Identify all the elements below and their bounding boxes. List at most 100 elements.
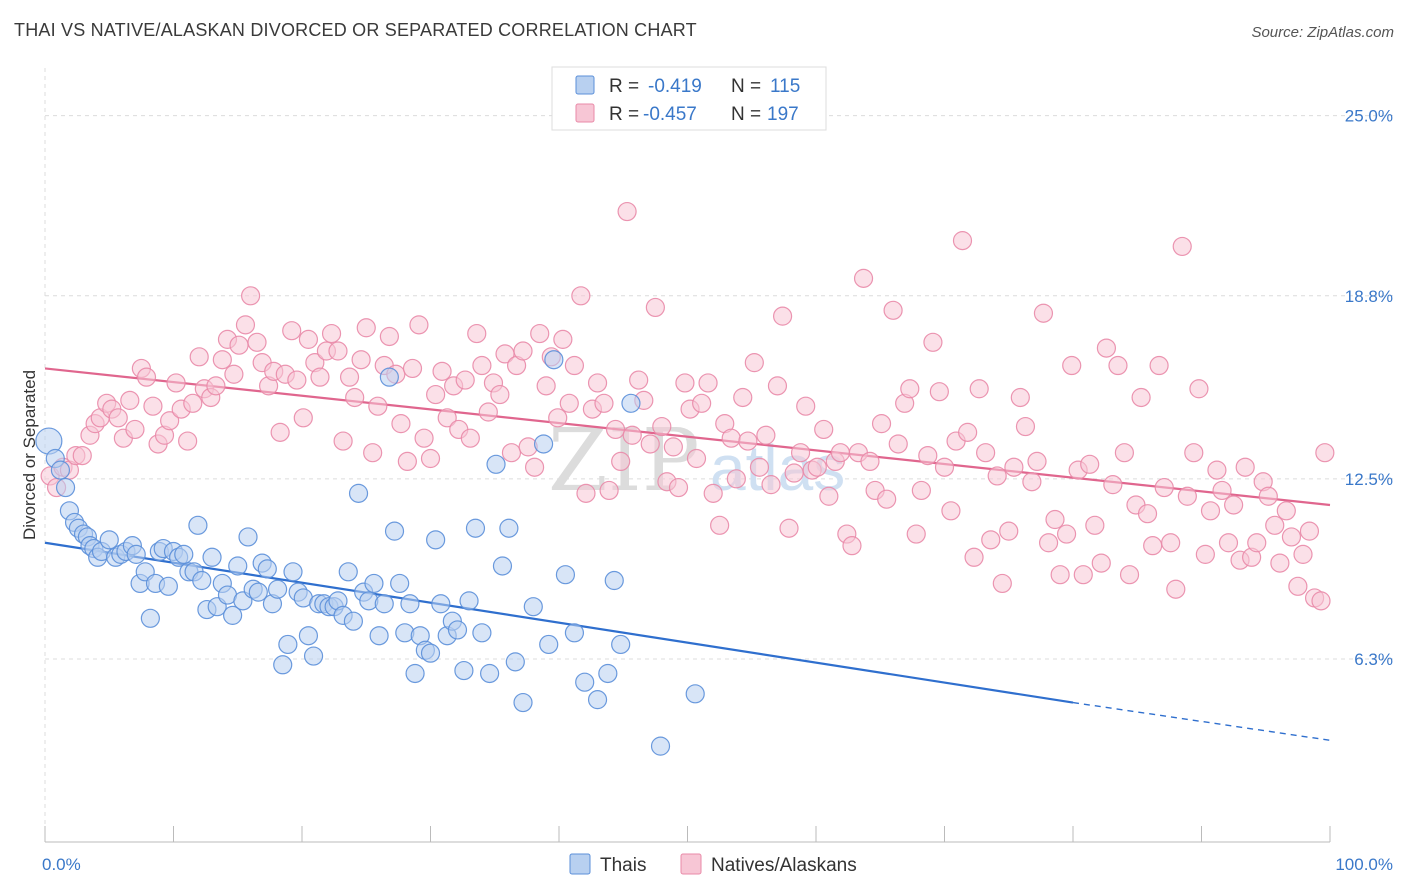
y-tick-label: 12.5% xyxy=(1345,470,1393,489)
natives-point xyxy=(807,457,827,477)
y-tick-label: 25.0% xyxy=(1345,107,1393,126)
natives-point xyxy=(877,489,897,509)
natives-point xyxy=(120,390,140,410)
natives-point xyxy=(270,422,290,442)
natives-point xyxy=(524,457,545,477)
natives-point xyxy=(976,443,996,463)
natives-point xyxy=(599,480,619,501)
natives-point xyxy=(842,536,862,556)
natives-point xyxy=(1085,515,1105,535)
natives-point xyxy=(918,445,938,466)
thais-point xyxy=(533,434,554,454)
thais-point xyxy=(390,573,410,594)
natives-point xyxy=(1154,477,1174,498)
natives-point xyxy=(587,373,608,393)
natives-point xyxy=(703,483,723,503)
thais-point xyxy=(480,663,500,684)
natives-point xyxy=(1177,486,1197,506)
x-tick-label-max: 100.0% xyxy=(1335,855,1393,874)
thais-point xyxy=(544,350,564,370)
thais-point xyxy=(420,643,441,663)
y-tick-label: 6.3% xyxy=(1354,650,1393,669)
legend-r-label: R = xyxy=(609,104,639,125)
natives-point xyxy=(490,384,510,405)
natives-point xyxy=(478,402,498,422)
natives-point xyxy=(559,393,579,413)
natives-point xyxy=(108,408,128,428)
natives-point xyxy=(1080,454,1100,474)
natives-point xyxy=(779,518,799,538)
y-tick-label: 18.8% xyxy=(1345,287,1393,306)
natives-point xyxy=(1258,486,1278,506)
natives-point xyxy=(1045,509,1065,530)
thais-point xyxy=(126,544,146,564)
natives-point xyxy=(298,329,319,349)
natives-point xyxy=(455,370,475,390)
thais-point xyxy=(298,626,319,646)
natives-point xyxy=(1091,553,1111,573)
natives-point xyxy=(166,373,186,393)
natives-point xyxy=(611,451,631,472)
natives-point xyxy=(576,483,596,503)
natives-point xyxy=(282,321,302,341)
thais-point xyxy=(465,518,486,538)
thais-point xyxy=(348,483,369,503)
thais-point xyxy=(273,655,293,675)
natives-point xyxy=(1212,480,1232,501)
data-points xyxy=(35,201,1335,756)
natives-point xyxy=(287,370,307,390)
natives-point xyxy=(790,443,811,463)
thais-point xyxy=(283,562,303,582)
natives-point xyxy=(333,431,353,451)
thais-point xyxy=(369,626,389,646)
legend-swatch-natives xyxy=(575,103,595,123)
natives-point xyxy=(339,367,360,387)
natives-point xyxy=(472,355,492,376)
thais-point xyxy=(174,544,194,564)
legend-r-label: R = xyxy=(609,76,639,97)
natives-point xyxy=(1062,355,1082,376)
natives-point xyxy=(1096,338,1117,358)
thais-point xyxy=(99,530,119,550)
natives-point xyxy=(784,463,804,483)
natives-point xyxy=(1172,236,1192,257)
natives-point xyxy=(992,573,1012,594)
natives-point xyxy=(1311,591,1331,611)
thais-point xyxy=(140,608,160,628)
natives-point xyxy=(1027,451,1047,472)
thais-point xyxy=(598,663,618,684)
thais-point xyxy=(539,634,559,655)
thais-point xyxy=(447,620,468,640)
natives-point xyxy=(1143,536,1163,556)
thais-point xyxy=(188,515,208,535)
natives-point xyxy=(645,297,665,318)
thais-point xyxy=(228,556,248,576)
natives-point xyxy=(1161,533,1181,553)
thais-trend-extension xyxy=(1072,701,1331,742)
thais-point xyxy=(472,623,492,643)
natives-point xyxy=(906,524,926,544)
thais-point xyxy=(459,591,479,611)
legend-swatch-thais xyxy=(569,853,591,875)
legend-label-thais: Thais xyxy=(600,855,646,876)
natives-point xyxy=(652,416,672,437)
natives-point xyxy=(663,437,683,457)
natives-point xyxy=(1247,533,1267,553)
thais-point xyxy=(523,597,543,617)
natives-point xyxy=(958,422,978,442)
natives-point xyxy=(733,387,753,408)
natives-point xyxy=(548,408,568,428)
natives-point xyxy=(536,376,556,396)
thais-point xyxy=(248,582,268,602)
legend-r-value-thais: -0.419 xyxy=(648,76,702,97)
thais-point xyxy=(685,684,705,704)
natives-point xyxy=(814,419,834,440)
natives-point xyxy=(1166,579,1186,599)
legend-swatch-thais xyxy=(575,75,595,95)
thais-point xyxy=(454,660,474,681)
thais-point xyxy=(338,562,358,582)
x-tick-label-min: 0.0% xyxy=(42,855,81,874)
natives-point xyxy=(564,355,585,376)
thais-point xyxy=(202,547,222,567)
natives-point xyxy=(1184,443,1204,463)
